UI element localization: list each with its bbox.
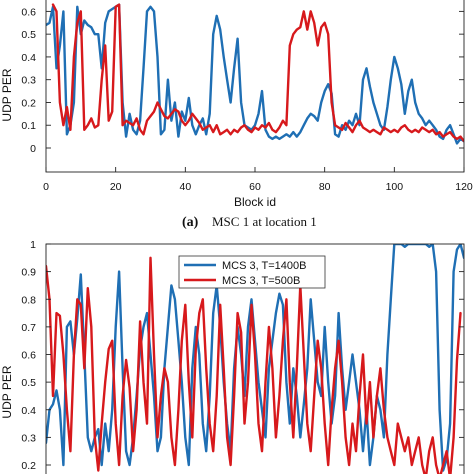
chart-b-ytick-label: 0.2 <box>21 460 36 472</box>
chart-a-xtick-label: 80 <box>319 181 331 193</box>
chart-a-ytick-label: 0.3 <box>21 75 36 87</box>
chart-a-ylabel: UDP PER <box>0 68 14 121</box>
chart-a-ticks: 0 0.1 0.2 0.3 0.4 0.5 0.6 0 20 40 60 80 100 120 <box>21 6 473 193</box>
chart-b-ylabel: UDP PER <box>0 365 14 418</box>
chart-b-plot-area <box>46 244 464 474</box>
chart-b-ytick-label: 0.9 <box>21 267 36 279</box>
chart-b-series-line-2 <box>46 256 462 474</box>
chart-b-axes-box <box>45 243 465 474</box>
chart-b-ytick-label: 0.4 <box>21 405 36 417</box>
chart-b-ticks: 0.2 0.3 0.4 0.5 0.6 0.7 0.8 0.9 1 <box>21 239 464 472</box>
chart-a-xtick-label: 100 <box>386 181 404 193</box>
chart-a-caption-letter: (a) <box>182 215 199 230</box>
chart-b-ytick-label: 1 <box>30 239 36 251</box>
legend-label-2: MCS 3, T=500B <box>222 275 300 287</box>
chart-a-ytick-label: 0.5 <box>21 29 36 41</box>
chart-b-legend: MCS 3, T=1400B MCS 3, T=500B <box>178 255 326 289</box>
chart-a-xlabel: Block id <box>234 195 276 209</box>
chart-a: 0 0.1 0.2 0.3 0.4 0.5 0.6 0 20 40 60 80 100 120 UDP P… <box>0 0 473 230</box>
chart-a-series-line-2 <box>51 3 464 143</box>
chart-b-ytick-label: 0.6 <box>21 350 36 362</box>
chart-a-caption-text: MSC 1 at location 1 <box>212 214 317 229</box>
chart-a-xtick-label: 60 <box>249 181 261 193</box>
chart-a-ytick-label: 0.4 <box>21 52 36 64</box>
chart-b-ytick-label: 0.5 <box>21 377 36 389</box>
chart-b-ytick-label: 0.7 <box>21 322 36 334</box>
legend-box <box>178 255 326 289</box>
chart-a-ytick-label: 0 <box>30 143 36 155</box>
chart-a-xtick-label: 0 <box>43 181 49 193</box>
legend-label-1: MCS 3, T=1400B <box>222 260 306 272</box>
chart-a-plot-area <box>46 3 464 145</box>
chart-a-ytick-label: 0.1 <box>21 120 36 132</box>
chart-a-ytick-label: 0.6 <box>21 6 36 18</box>
chart-a-xtick-label: 120 <box>455 181 473 193</box>
chart-b-ytick-label: 0.8 <box>21 294 36 306</box>
chart-b: 0.2 0.3 0.4 0.5 0.6 0.7 0.8 0.9 1 UDP PER MCS 3,… <box>0 239 465 474</box>
chart-a-series-line-1 <box>46 3 464 145</box>
chart-b-ytick-label: 0.3 <box>21 432 36 444</box>
chart-a-ytick-label: 0.2 <box>21 97 36 109</box>
chart-a-xtick-label: 20 <box>110 181 122 193</box>
chart-a-xtick-label: 40 <box>179 181 191 193</box>
